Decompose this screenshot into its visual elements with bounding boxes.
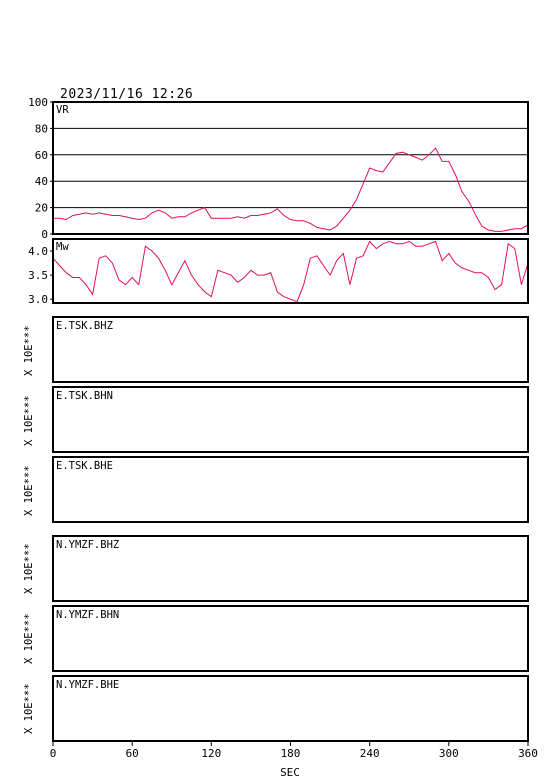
x-tick-label: 180 <box>281 747 301 760</box>
waveform-panel-4: N.YMZF.BHZ X 10E*** <box>23 535 529 602</box>
mw-panel-frame <box>52 238 529 304</box>
mw-panel-label: Mw <box>56 241 69 253</box>
waveform-scale-label: X 10E*** <box>23 465 35 516</box>
vr-panel-frame <box>52 101 529 235</box>
mw-panel: 3.0 3.5 4.0 Mw <box>28 238 529 306</box>
x-tick-label: 300 <box>439 747 459 760</box>
waveform-scale-label: X 10E*** <box>23 325 35 376</box>
waveform-scale-label: X 10E*** <box>23 543 35 594</box>
waveform-panel-frame <box>52 316 529 383</box>
mw-ytick-labels: 3.0 3.5 4.0 <box>28 245 53 306</box>
waveform-panel-3: E.TSK.BHE X 10E*** <box>23 456 529 523</box>
vr-panel: 0 20 40 60 80 100 VR <box>28 96 529 241</box>
mw-series-line <box>52 240 529 303</box>
vr-ytick-label: 20 <box>35 202 48 215</box>
x-tick-label: 120 <box>201 747 221 760</box>
x-axis: 0 60 120 180 240 300 360 <box>50 741 538 760</box>
x-axis-title: SEC <box>280 766 300 779</box>
waveform-panel-5: N.YMZF.BHN X 10E*** <box>23 605 529 672</box>
waveform-panel-frame <box>52 386 529 453</box>
mw-ytick-label: 4.0 <box>28 245 48 258</box>
waveform-scale-label: X 10E*** <box>23 613 35 664</box>
waveform-station-label: E.TSK.BHN <box>56 390 113 402</box>
x-tick-label: 360 <box>518 747 538 760</box>
vr-series-line <box>53 147 529 232</box>
vr-ytick-label: 80 <box>35 122 48 135</box>
waveform-station-label: N.YMZF.BHN <box>56 609 119 621</box>
vr-panel-label: VR <box>56 104 69 116</box>
waveform-station-label: E.TSK.BHZ <box>56 320 113 332</box>
vr-gridlines <box>53 127 528 209</box>
vr-ytick-label: 0 <box>41 228 48 241</box>
mw-ytick-label: 3.0 <box>28 293 48 306</box>
waveform-scale-label: X 10E*** <box>23 395 35 446</box>
waveform-panel-frame <box>52 605 529 672</box>
vr-ytick-label: 60 <box>35 149 48 162</box>
waveform-scale-label: X 10E*** <box>23 683 35 734</box>
waveform-panel-6: N.YMZF.BHE X 10E*** <box>23 675 529 742</box>
waveform-station-label: E.TSK.BHE <box>56 460 113 472</box>
vr-ytick-label: 40 <box>35 175 48 188</box>
x-tick-label: 240 <box>360 747 380 760</box>
mw-ytick-label: 3.5 <box>28 269 48 282</box>
waveform-panel-frame <box>52 535 529 602</box>
x-tick-label: 60 <box>126 747 139 760</box>
waveform-station-label: N.YMZF.BHZ <box>56 539 119 551</box>
waveform-panel-1: E.TSK.BHZ X 10E*** <box>23 316 529 383</box>
waveform-panel-frame <box>52 456 529 523</box>
x-tick-label: 0 <box>50 747 57 760</box>
waveform-panel-2: E.TSK.BHN X 10E*** <box>23 386 529 453</box>
vr-ytick-labels: 0 20 40 60 80 100 <box>28 96 53 241</box>
waveform-panel-frame <box>52 675 529 742</box>
waveform-station-label: N.YMZF.BHE <box>56 679 119 691</box>
vr-ytick-label: 100 <box>28 96 48 109</box>
figure-title: 2023/11/16 12:26 <box>60 87 193 102</box>
